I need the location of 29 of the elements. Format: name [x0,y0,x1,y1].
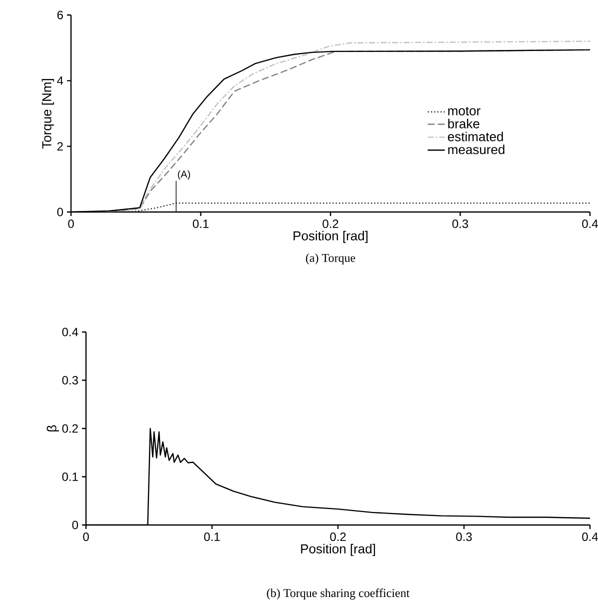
x-tick-label: 0.4 [582,220,598,228]
x-tick-label: 0.4 [582,532,598,542]
y-tick-label: 0.3 [62,376,78,384]
x-tick-label: 0 [83,532,89,542]
x-tick-label: 0.3 [456,532,472,542]
legend-label: measured [448,144,504,154]
legend-label: estimated [448,132,503,142]
legend-label: motor [448,106,480,116]
y-tick-label: 0 [72,520,78,530]
text: (a) Torque [306,254,356,264]
x-tick-label: 0.1 [204,532,220,542]
x-tick-label: 0.1 [192,220,208,228]
x-tick-label: 0.3 [452,220,468,228]
y-tick-label: 0.4 [62,328,78,336]
x-tick-label: 0.2 [330,532,346,542]
annotation: (A) [178,170,190,180]
y-tick-label: 2 [57,142,63,151]
y-axis-title: β [46,425,59,432]
x-tick-label: 0.2 [322,220,338,228]
y-tick-label: 0.2 [62,424,78,433]
y-tick-label: 0 [57,208,63,216]
y-axis-title: Torque [Nm] [42,79,54,149]
y-tick-label: 6 [57,10,63,20]
x-axis-title: Position [rad] [294,230,368,244]
x-axis-title: Position [rad] [301,544,375,556]
y-tick-label: 4 [57,76,64,85]
y-tick-label: 0.1 [62,472,78,481]
text: (b) Torque sharing coefficient [266,588,410,600]
legend-label: brake [448,118,480,128]
